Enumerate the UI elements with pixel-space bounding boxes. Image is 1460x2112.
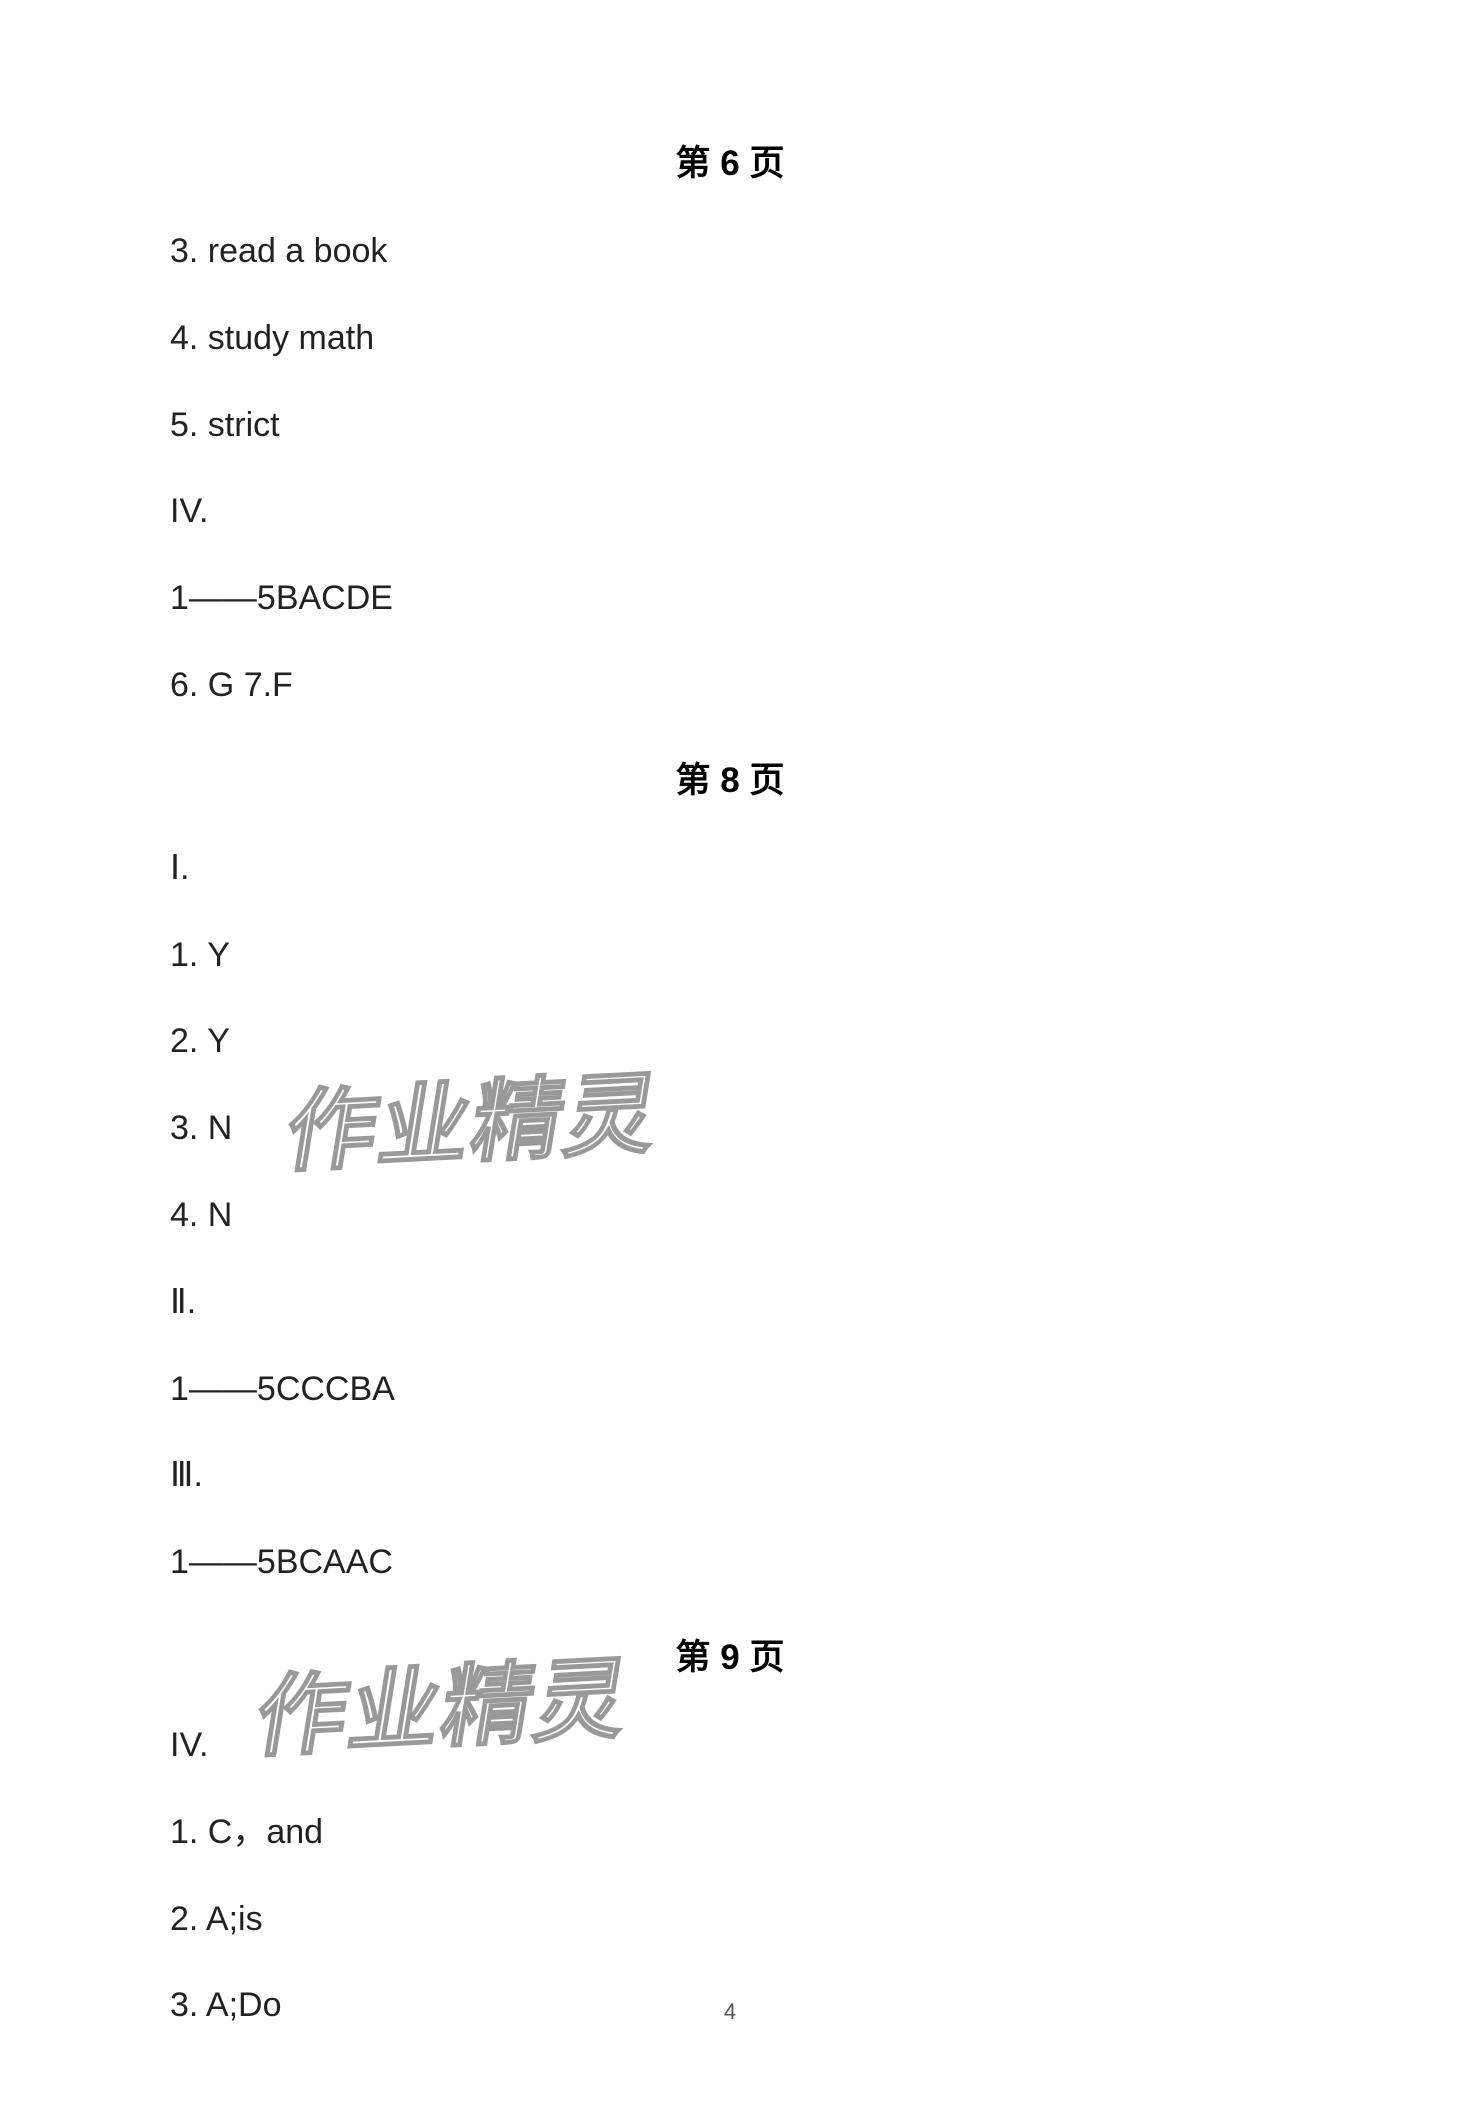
- content-line: 1——5CCCBA: [170, 1369, 1290, 1410]
- content-line: IV.: [170, 491, 1290, 532]
- content-line: 1. C，and: [170, 1812, 1290, 1853]
- content-line: 6. G 7.F: [170, 665, 1290, 706]
- page-container: 第 6 页 3. read a book 4. study math 5. st…: [0, 0, 1460, 2112]
- content-line: 4. N: [170, 1195, 1290, 1236]
- content-line: 1——5BCAAC: [170, 1542, 1290, 1583]
- content-line: 3. read a book: [170, 231, 1290, 272]
- content-line: Ⅰ.: [170, 848, 1290, 889]
- section-heading-page6: 第 6 页: [170, 135, 1290, 186]
- content-line: IV.: [170, 1725, 1290, 1766]
- content-line: Ⅲ.: [170, 1455, 1290, 1496]
- section-heading-page8: 第 8 页: [170, 752, 1290, 803]
- content-line: 1——5BACDE: [170, 578, 1290, 619]
- content-line: 2. A;is: [170, 1899, 1290, 1940]
- content-line: Ⅱ.: [170, 1282, 1290, 1323]
- section-heading-page9: 第 9 页: [170, 1629, 1290, 1680]
- content-line: 5. strict: [170, 405, 1290, 446]
- page-number: 4: [724, 1999, 736, 2025]
- content-line: 1. Y: [170, 935, 1290, 976]
- content-line: 3. N: [170, 1108, 1290, 1149]
- content-line: 2. Y: [170, 1021, 1290, 1062]
- content-line: 4. study math: [170, 318, 1290, 359]
